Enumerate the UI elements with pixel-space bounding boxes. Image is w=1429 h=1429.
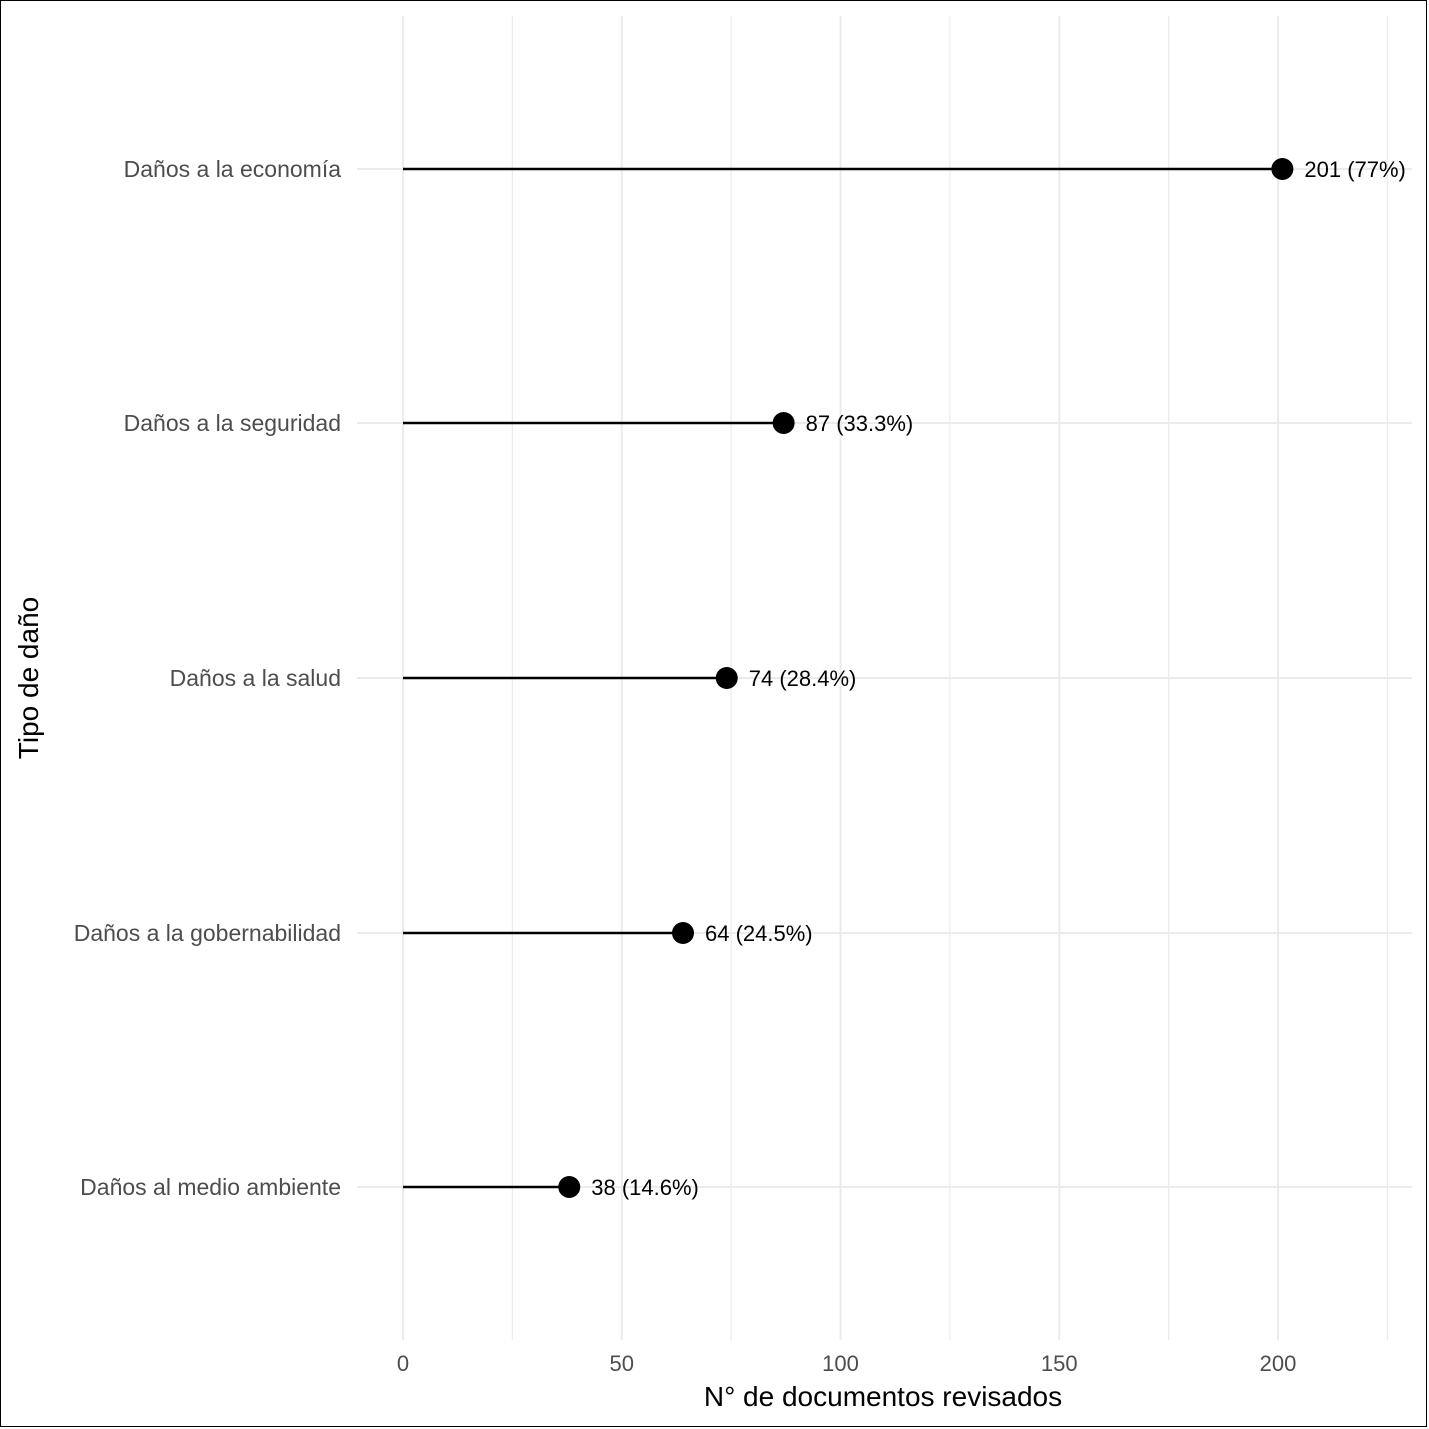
lollipop-point <box>1271 158 1294 180</box>
y-tick-label: Daños a la economía <box>124 156 342 182</box>
y-axis-title: Tipo de daño <box>13 597 44 759</box>
y-tick-label: Daños al medio ambiente <box>80 1174 341 1200</box>
y-tick-label: Daños a la gobernabilidad <box>74 920 341 946</box>
lollipop-point <box>558 1176 581 1198</box>
data-label: 87 (33.3%) <box>806 411 914 436</box>
x-axis-title: N° de documentos revisados <box>704 1381 1062 1412</box>
lollipop-point <box>715 667 738 689</box>
y-tick-label: Daños a la salud <box>170 665 341 691</box>
label-layer: 0 50 100 150 200 Daños a la economía 201 (77%)… <box>74 156 1406 1376</box>
x-tick-label: 200 <box>1260 1351 1297 1376</box>
lollipop-point <box>772 412 795 434</box>
data-label: 74 (28.4%) <box>749 666 857 691</box>
data-label: 64 (24.5%) <box>705 921 813 946</box>
data-label: 38 (14.6%) <box>591 1175 699 1200</box>
y-tick-label: Daños a la seguridad <box>124 410 341 436</box>
x-tick-label: 0 <box>397 1351 409 1376</box>
x-tick-label: 50 <box>610 1351 634 1376</box>
x-tick-label: 150 <box>1041 1351 1078 1376</box>
lollipop-point <box>672 922 694 944</box>
data-label: 201 (77%) <box>1304 157 1406 182</box>
x-tick-label: 100 <box>822 1351 859 1376</box>
mark-layer <box>403 158 1294 1198</box>
